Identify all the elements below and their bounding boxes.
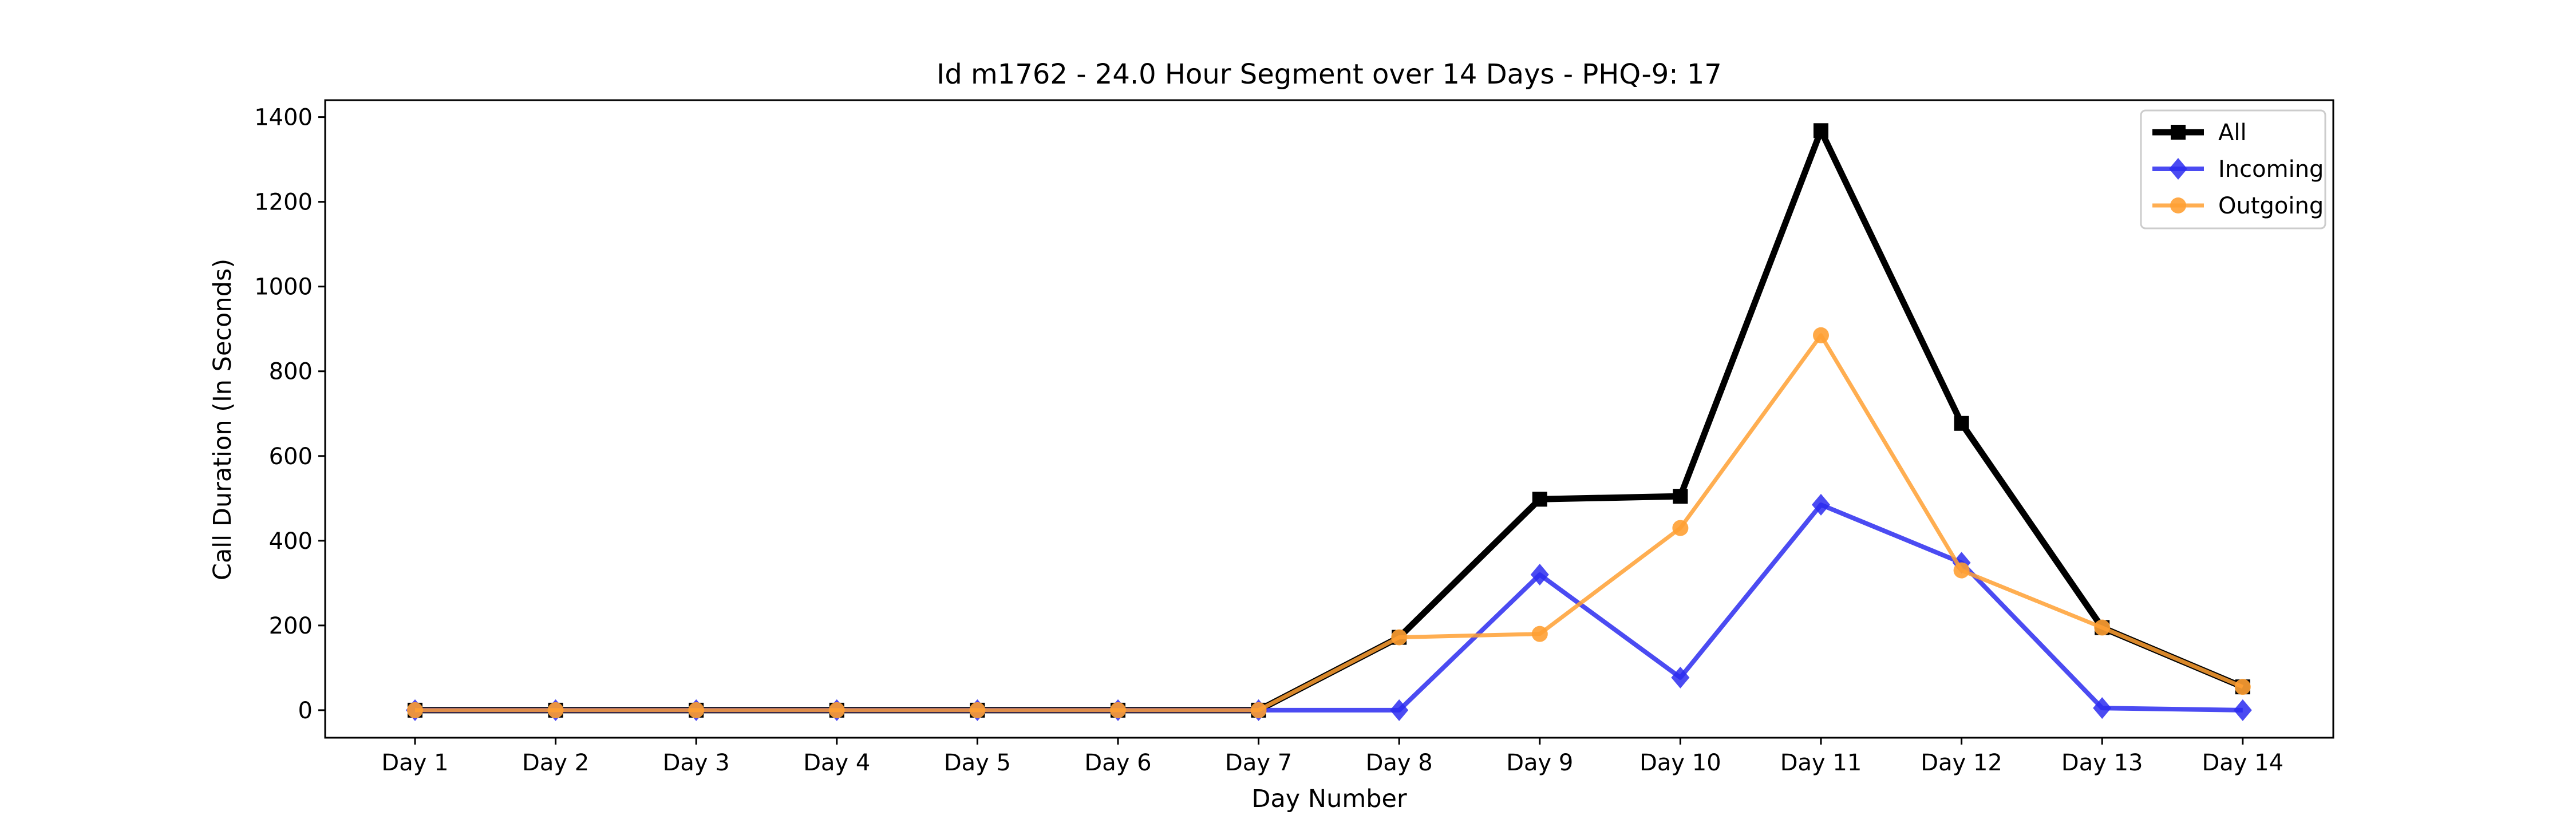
data-point-incoming	[1812, 493, 1830, 516]
x-tick-label: Day 3	[663, 750, 730, 776]
x-tick-label: Day 9	[1506, 750, 1573, 776]
data-point-outgoing	[1672, 520, 1689, 536]
legend-marker	[2169, 158, 2187, 180]
data-point-all	[1954, 416, 1969, 431]
data-point-outgoing	[1531, 626, 1548, 642]
data-point-outgoing	[969, 702, 986, 718]
data-point-all	[1673, 489, 1688, 504]
x-tick-label: Day 8	[1366, 750, 1433, 776]
chart-title: Id m1762 - 24.0 Hour Segment over 14 Day…	[937, 58, 1722, 90]
data-point-incoming	[1671, 666, 1690, 688]
data-point-all	[1814, 123, 1828, 139]
legend-label: Incoming	[2218, 156, 2324, 183]
data-point-outgoing	[1953, 562, 1970, 579]
legend-label: Outgoing	[2218, 193, 2324, 219]
x-axis-label: Day Number	[1251, 785, 1407, 813]
legend-label: All	[2218, 120, 2247, 146]
data-point-incoming	[1530, 564, 1549, 586]
data-point-all	[1532, 492, 1547, 507]
legend: All Incoming Outgoing	[2140, 109, 2326, 229]
y-tick-label: 200	[269, 613, 313, 639]
y-tick-label: 1200	[254, 189, 313, 216]
x-tick-label: Day 4	[803, 750, 870, 776]
x-tick-label: Day 6	[1084, 750, 1151, 776]
x-tick-label: Day 5	[944, 750, 1011, 776]
data-point-outgoing	[2094, 619, 2111, 636]
y-axis-label: Call Duration (In Seconds)	[208, 259, 237, 580]
data-point-incoming	[1390, 699, 1409, 721]
y-tick-label: 0	[298, 698, 313, 724]
plot-area: 0 200 400 600 800 1000 1200 1400 Day 1 Day 2 Day 3…	[254, 105, 2283, 776]
y-tick-label: 600	[269, 444, 313, 470]
x-tick-label: Day 1	[381, 750, 448, 776]
data-point-outgoing	[1391, 629, 1408, 646]
x-tick-label: Day 13	[2061, 750, 2143, 776]
data-point-outgoing	[407, 702, 423, 718]
x-tick-label: Day 12	[1921, 750, 2002, 776]
data-point-outgoing	[547, 702, 564, 718]
legend-box	[2140, 109, 2326, 229]
y-tick-label: 400	[269, 528, 313, 555]
data-point-incoming	[2233, 699, 2252, 721]
data-point-outgoing	[1110, 702, 1126, 718]
x-tick-label: Day 2	[522, 750, 589, 776]
data-point-incoming	[2093, 697, 2112, 719]
y-tick-label: 1000	[254, 274, 313, 300]
x-tick-label: Day 7	[1225, 750, 1292, 776]
legend-marker	[2170, 197, 2186, 213]
data-point-outgoing	[828, 702, 845, 718]
legend-marker	[2171, 125, 2186, 140]
x-tick-label: Day 11	[1780, 750, 1862, 776]
x-tick-label: Day 10	[1639, 750, 1721, 776]
data-point-outgoing	[688, 702, 705, 718]
y-tick-label: 1400	[254, 105, 313, 131]
series-line-outgoing	[415, 333, 2244, 713]
data-point-outgoing	[1250, 702, 1267, 718]
y-tick-label: 800	[269, 359, 313, 385]
data-point-outgoing	[2234, 679, 2251, 695]
data-point-outgoing	[1813, 327, 1829, 343]
x-tick-label: Day 14	[2202, 750, 2283, 776]
plot-frame	[324, 99, 2334, 739]
